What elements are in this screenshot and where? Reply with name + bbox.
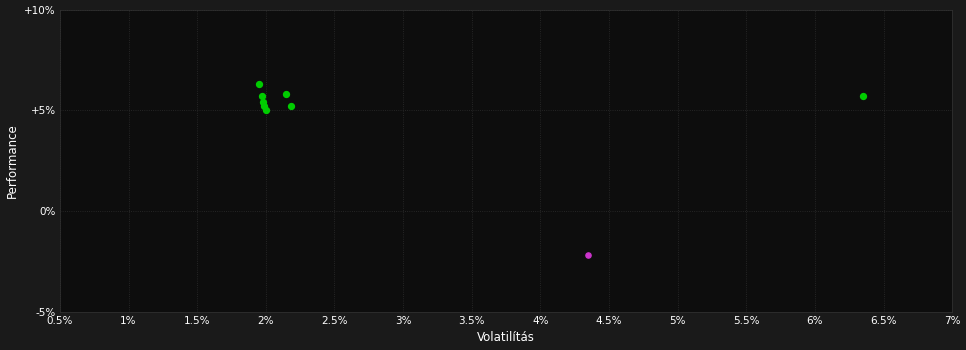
Point — [581, 252, 596, 258]
Point — [255, 99, 270, 105]
Point — [254, 93, 270, 99]
Point — [855, 93, 870, 99]
X-axis label: Volatilítás: Volatilítás — [477, 331, 535, 344]
Point — [257, 104, 272, 109]
Point — [258, 107, 273, 113]
Point — [251, 81, 267, 87]
Y-axis label: Performance: Performance — [6, 123, 18, 198]
Point — [283, 104, 298, 109]
Point — [278, 91, 294, 97]
